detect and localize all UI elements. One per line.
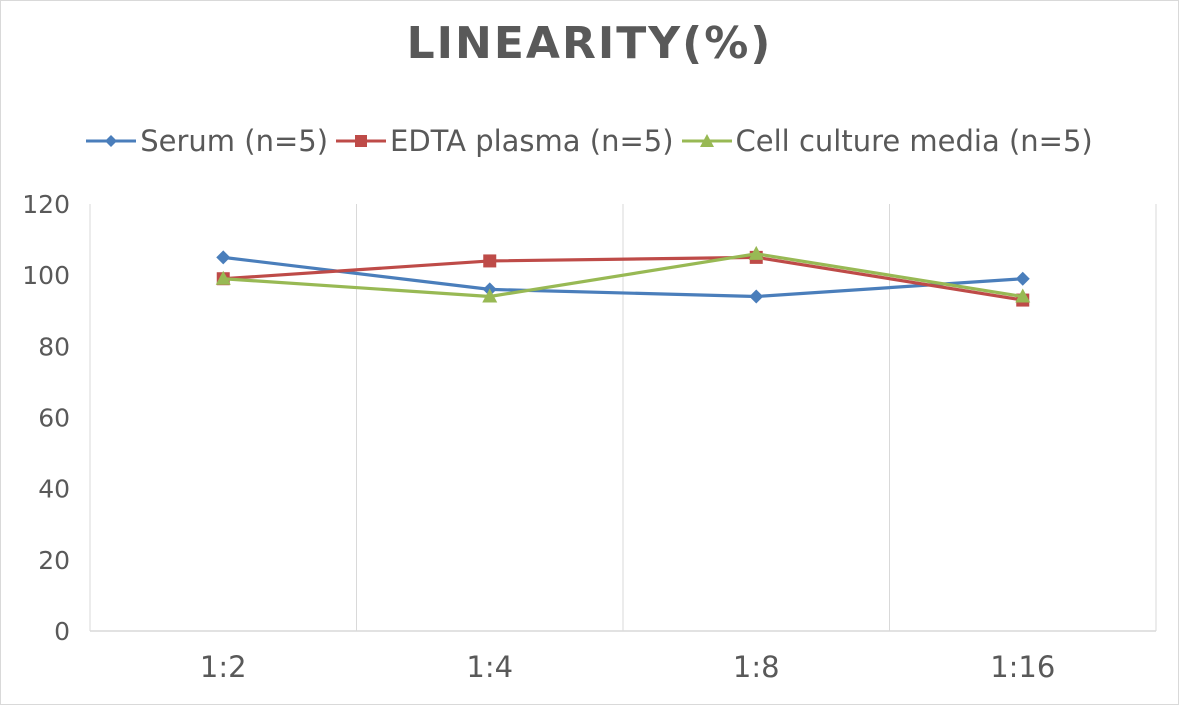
series-line-1: [223, 255, 1024, 302]
legend-label-edta-plasma: EDTA plasma (n=5): [390, 124, 674, 158]
x-tick-label: 1:8: [733, 650, 780, 684]
y-tick-label: 100: [22, 261, 70, 290]
series-line-0: [223, 255, 1023, 299]
legend-swatch-serum: [86, 135, 137, 147]
legend-label-cell-culture-media: Cell culture media (n=5): [735, 124, 1093, 158]
y-tick-label: 40: [38, 475, 70, 504]
x-tick-label: 1:4: [466, 650, 513, 684]
data-point-serum: [749, 289, 764, 304]
legend-swatch-edta-plasma: [336, 135, 387, 147]
data-point-cell-culture-media: [215, 270, 231, 285]
y-tick-label: 0: [54, 617, 70, 646]
legend-swatch-cell-culture-media: [681, 134, 732, 147]
y-tick-label: 120: [22, 190, 70, 219]
x-tick-label: 1:2: [200, 650, 247, 684]
chart-title: LINEARITY(%): [406, 18, 773, 69]
data-point-cell-culture-media: [748, 245, 764, 260]
data-point-cell-culture-media: [482, 288, 498, 303]
data-point-cell-culture-media: [1015, 288, 1031, 303]
series-line-2: [223, 252, 1024, 299]
data-point-edta-plasma: [483, 254, 497, 268]
legend: Serum (n=5) EDTA plasma (n=5) Cell cultu…: [0, 118, 1179, 164]
y-tick-label: 80: [38, 332, 70, 361]
data-point-serum: [216, 250, 231, 265]
legend-item-edta-plasma: EDTA plasma (n=5): [336, 124, 674, 158]
legend-item-cell-culture-media: Cell culture media (n=5): [681, 124, 1093, 158]
data-point-serum: [1015, 271, 1030, 286]
legend-label-serum: Serum (n=5): [140, 124, 329, 158]
y-tick-label: 20: [38, 546, 70, 575]
legend-item-serum: Serum (n=5): [86, 124, 328, 158]
x-tick-label: 1:16: [990, 650, 1055, 684]
y-tick-label: 60: [38, 404, 70, 433]
